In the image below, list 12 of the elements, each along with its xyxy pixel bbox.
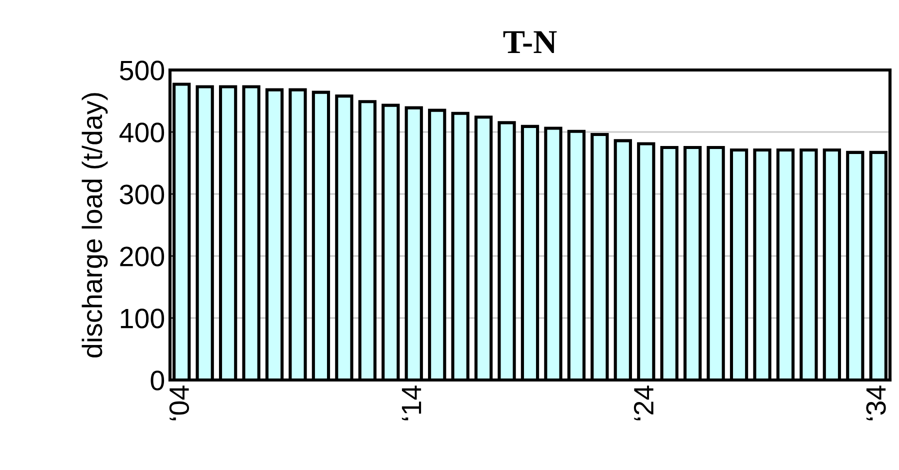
y-tick-label: 500	[120, 60, 164, 80]
y-tick-label: 400	[119, 122, 164, 142]
y-tick-label: 200	[120, 246, 164, 266]
chart-title: T-N	[503, 31, 557, 54]
x-tick-label: ‘24	[634, 386, 654, 420]
x-tick-label: ‘34	[866, 386, 886, 420]
y-axis-title: discharge load (t/day)	[82, 93, 108, 358]
y-tick-label: 300	[120, 184, 164, 204]
x-tick-label: ‘04	[169, 386, 190, 420]
y-tick-label: 100	[120, 308, 164, 328]
y-tick-label: 0	[150, 370, 164, 390]
x-tick-label: ‘14	[402, 386, 422, 420]
